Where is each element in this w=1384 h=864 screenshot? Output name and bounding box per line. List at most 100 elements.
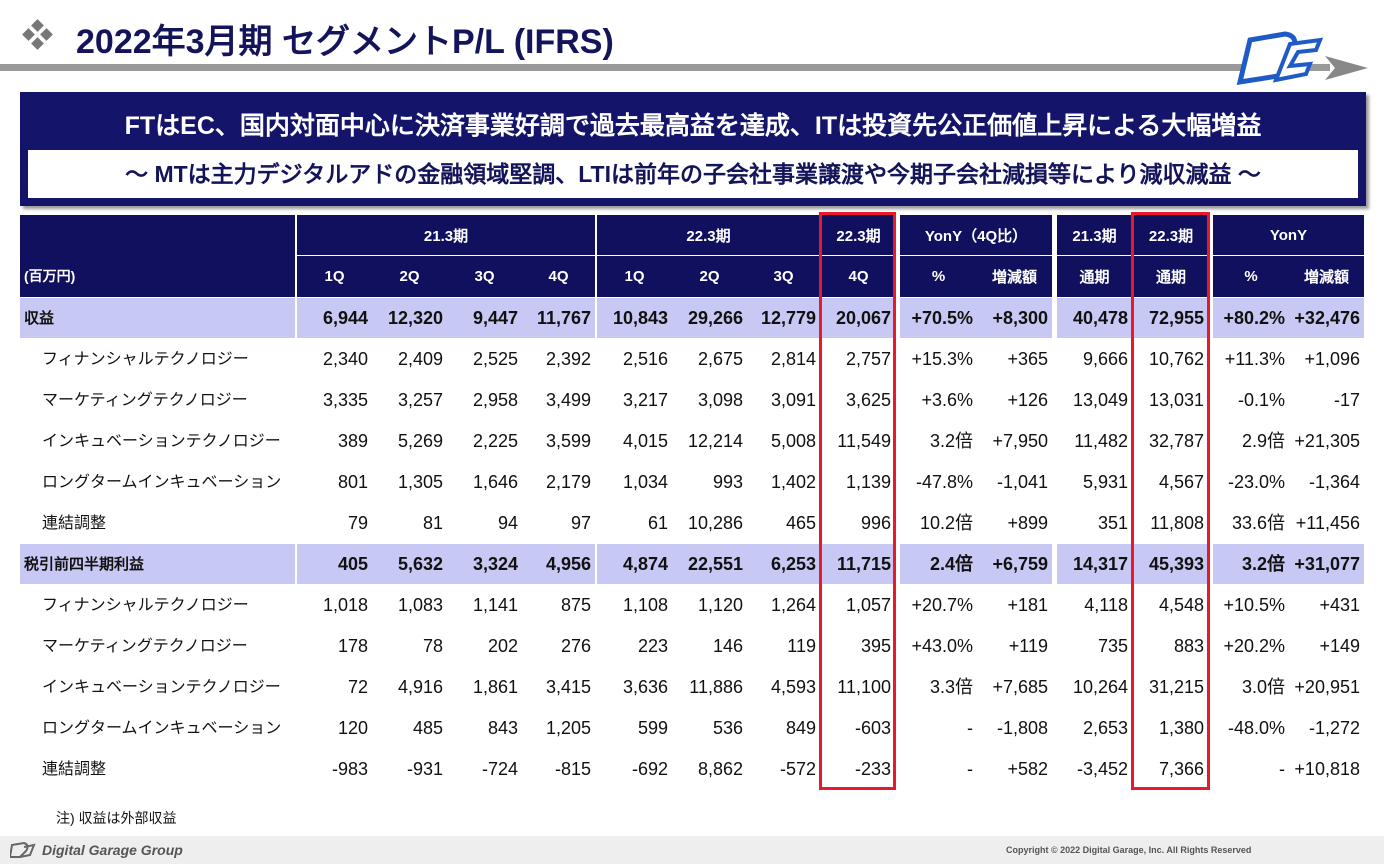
cell: 11,767 (522, 298, 595, 338)
cell: +181 (1007, 595, 1048, 615)
column-header: 3Q (747, 256, 820, 297)
cell: 7,366 (1158, 759, 1204, 779)
cell: 3,098 (697, 390, 743, 410)
cell: +70.5% (900, 298, 977, 338)
cell: +582 (1007, 759, 1048, 779)
cell: 2,814 (770, 349, 816, 369)
cell: 3,217 (622, 390, 668, 410)
column-header: 通期 (1134, 256, 1208, 297)
cell: 1,264 (770, 595, 816, 615)
cell: +43.0% (911, 636, 973, 656)
cell: 3,257 (397, 390, 443, 410)
cell: 13,031 (1148, 390, 1204, 410)
headline-box: FTはEC、国内対面中心に決済事業好調で過去最高益を達成、ITは投資先公正価値上… (20, 92, 1366, 206)
cell: 22,551 (672, 544, 747, 584)
cell: -724 (481, 759, 518, 779)
headline: FTはEC、国内対面中心に決済事業好調で過去最高益を達成、ITは投資先公正価値上… (124, 112, 1262, 140)
cell: +15.3% (911, 349, 973, 369)
cell: 11,100 (837, 677, 891, 697)
cell: 11,549 (837, 431, 891, 451)
cell: 3.0倍 (1241, 677, 1285, 697)
highlight-box (819, 212, 896, 790)
cell: 10,762 (1148, 349, 1204, 369)
cell: +10.5% (1223, 595, 1285, 615)
cell: 11,808 (1150, 513, 1204, 533)
unit-label: (百万円) (24, 268, 76, 284)
cell: +8,300 (977, 298, 1052, 338)
cell: +31,077 (1289, 544, 1364, 584)
cell: 61 (647, 513, 668, 533)
cell: 4,548 (1158, 595, 1204, 615)
cell: 1,205 (545, 718, 591, 738)
column-header: 2Q (672, 256, 747, 297)
cell: +20.2% (1223, 636, 1285, 656)
cell: 2,516 (622, 349, 668, 369)
cell: 29,266 (672, 298, 747, 338)
cell: 120 (337, 718, 368, 738)
cell: -47.8% (915, 472, 973, 492)
cell: 119 (787, 636, 816, 656)
cell: 10,843 (597, 298, 672, 338)
cell: 12,320 (372, 298, 447, 338)
column-header: 4Q (522, 256, 595, 297)
cell: 8,862 (697, 759, 743, 779)
cell: -1,808 (996, 718, 1048, 738)
cell: 4,956 (522, 544, 595, 584)
row-label: 連結調整 (42, 515, 107, 532)
cell: 72 (347, 677, 368, 697)
cell: 2,958 (472, 390, 518, 410)
cell: +7,685 (992, 677, 1048, 697)
cell: 389 (337, 431, 368, 451)
cell: 465 (785, 513, 816, 533)
column-header: 1Q (297, 256, 372, 297)
cell: 801 (337, 472, 368, 492)
cell: +7,950 (992, 431, 1048, 451)
footer: Digital Garage Group Copyright © 2022 Di… (0, 836, 1384, 864)
column-group: 21.3期 (297, 215, 595, 255)
cell: 11,482 (1074, 431, 1128, 451)
copyright: Copyright © 2022 Digital Garage, Inc. Al… (1006, 845, 1252, 855)
cell: 97 (570, 513, 591, 533)
cell: -0.1% (1237, 390, 1285, 410)
cell: -692 (631, 759, 668, 779)
cell: 485 (412, 718, 443, 738)
cell: 3.3倍 (929, 677, 973, 697)
cell: -48.0% (1227, 718, 1285, 738)
cell: - (967, 718, 973, 738)
column-header: 2Q (372, 256, 447, 297)
column-header: % (1213, 256, 1289, 297)
cell: 2,225 (472, 431, 518, 451)
cell: 11,886 (689, 677, 743, 697)
diamond-icon (22, 19, 53, 50)
cell: 10,264 (1072, 677, 1128, 697)
cell: -572 (779, 759, 816, 779)
cell: 3,499 (545, 390, 591, 410)
cell: 351 (1097, 513, 1128, 533)
cell: 5,008 (770, 431, 816, 451)
cell: 993 (712, 472, 743, 492)
cell: +149 (1319, 636, 1360, 656)
row-label: 税引前四半期利益 (20, 544, 295, 584)
cell: 1,108 (622, 595, 668, 615)
cell: 1,380 (1158, 718, 1204, 738)
footer-brand: Digital Garage Group (42, 842, 183, 858)
cell: 94 (497, 513, 518, 533)
cell: -1,041 (996, 472, 1048, 492)
cell: 10.2倍 (919, 513, 973, 533)
cell: 12,214 (687, 431, 743, 451)
row-label: 収益 (20, 298, 295, 338)
cell: 1,861 (472, 677, 518, 697)
cell: 4,567 (1158, 472, 1204, 492)
header-corner (20, 215, 295, 297)
cell: 79 (347, 513, 368, 533)
cell: 3,599 (545, 431, 591, 451)
cell: 14,317 (1057, 544, 1132, 584)
cell: 5,632 (372, 544, 447, 584)
cell: 849 (785, 718, 816, 738)
subheadline: ～ MTは主力デジタルアドの金融領域堅調、LTIは前年の子会社事業譲渡や今期子会… (28, 150, 1358, 198)
note: 注) 収益は外部収益 (56, 810, 177, 826)
row-label: マーケティングテクノロジー (42, 638, 248, 655)
cell: 1,034 (622, 472, 668, 492)
cell: 11,715 (822, 544, 895, 584)
